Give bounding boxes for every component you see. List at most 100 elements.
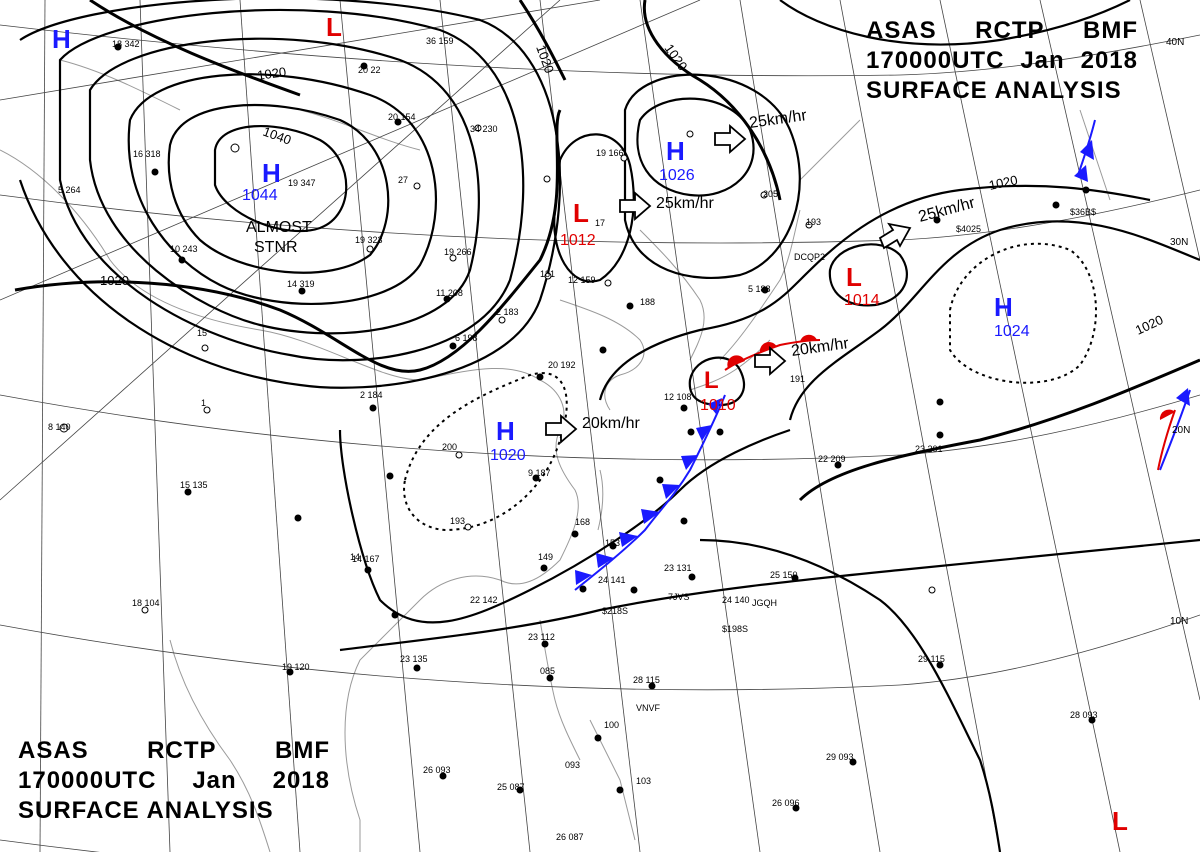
station-number: 20 192 [548, 360, 576, 370]
cold-front-triangle [1176, 388, 1190, 406]
station-number: 17 [595, 218, 605, 228]
isobar-1020-east [798, 358, 1200, 502]
low-pressure-letter: L [846, 262, 862, 292]
high-pressure-value: 1020 [490, 447, 526, 464]
latitude-label-10n: 10N [1170, 616, 1188, 627]
motion-speed-labels: 25km/hr 25km/hr 25km/hr 20km/hr 20km/hr [582, 107, 978, 432]
station-number: 22 142 [470, 595, 498, 605]
title-time: 170000UTC [866, 47, 1005, 74]
isobar-1020-north2 [518, 0, 567, 81]
stationary-note: ALMOST STNR [246, 219, 312, 256]
cold-front-triangle [641, 509, 660, 524]
low-pressure-letter: L [573, 198, 589, 228]
station-number: 19 120 [282, 662, 310, 672]
station-number: 19 323 [355, 235, 383, 245]
title-type-row: SURFACE ANALYSIS [18, 796, 330, 826]
isobar-1010-ring [688, 356, 746, 407]
motion-arrow [545, 414, 578, 444]
stationary-note-line: STNR [254, 239, 298, 256]
station-number: 085 [540, 666, 555, 676]
station-number: 9 187 [528, 468, 551, 478]
warm-front-semicircle [759, 342, 777, 352]
title-block-bottom-left: ASAS RCTP BMF 170000UTC Jan 2018 SURFACE… [18, 736, 330, 826]
title-type: SURFACE ANALYSIS [18, 797, 274, 824]
station-number: 2 184 [360, 390, 383, 400]
isobar-label: 1040 [261, 124, 293, 148]
title-time-row: 170000UTC Jan 2018 [866, 46, 1138, 76]
high-pressure-letter: H [666, 136, 685, 166]
motion-arrow [878, 222, 912, 250]
station-number: 14 319 [287, 279, 315, 289]
station-number: 188 [640, 297, 655, 307]
cold-front-triangle [619, 532, 638, 547]
isobar-1026-inner [636, 97, 755, 197]
station-number: 103 [636, 776, 651, 786]
low-pressure-letter: L [704, 367, 719, 394]
isobar-1044 [213, 125, 348, 233]
isobar-1028 [58, 8, 525, 362]
isobar-label: 1020 [100, 273, 129, 288]
title-station: RCTP [975, 17, 1045, 44]
station-number: 193 [806, 217, 821, 227]
cold-front-triangle [575, 570, 592, 585]
isobar-1024 [18, 0, 562, 389]
isobar-1012-low [553, 133, 635, 283]
station-markers [59, 43, 1096, 812]
low-pressure-letter: L [1112, 806, 1128, 836]
station-number: 6 198 [455, 333, 478, 343]
station-number: 23 201 [915, 444, 943, 454]
warm-front-semicircle [1159, 409, 1175, 420]
weather-codes: DCQP2 $4025 $36B$ 7JVS $218S JGQH $198S … [602, 207, 1096, 713]
high-pressure-letter: H [496, 416, 515, 446]
station-number: 19 166 [596, 148, 624, 158]
station-number: 153 [605, 538, 620, 548]
latitude-label-30n: 30N [1170, 237, 1188, 248]
station-number: 24 141 [598, 575, 626, 585]
isobar-label: 1020 [1133, 312, 1166, 338]
station-number: 12 108 [664, 392, 692, 402]
station-number: 14 167 [352, 554, 380, 564]
isobar-1020-dashed-china [403, 372, 568, 532]
low-pressure-value: 1010 [700, 397, 736, 414]
motion-speed-label: 25km/hr [748, 107, 808, 132]
cold-front-northeast [1074, 119, 1096, 182]
weather-code: JGQH [752, 598, 777, 608]
isobar-1020-upper [642, 0, 782, 201]
latitude-label-20n: 20N [1172, 425, 1190, 436]
high-pressure-value: 1024 [994, 323, 1030, 340]
title-header-row: ASAS RCTP BMF [866, 16, 1138, 46]
cold-front-triangle [1080, 140, 1094, 160]
station-number: 8 140 [48, 422, 71, 432]
title-header-row: ASAS RCTP BMF [18, 736, 330, 766]
station-number: 36 159 [426, 36, 454, 46]
station-numbers: 18 342 36 159 20 22 20 154 34 230 16 318… [48, 36, 1098, 842]
station-number: 20 154 [388, 112, 416, 122]
high-pressure-value: 1044 [242, 187, 278, 204]
motion-speed-label: 20km/hr [790, 335, 850, 360]
station-number: 5 264 [58, 185, 81, 195]
title-month: Jan [192, 767, 237, 794]
station-number: 15 [197, 328, 207, 338]
station-number: 19 347 [288, 178, 316, 188]
station-number: 26 093 [423, 765, 451, 775]
motion-arrow [714, 124, 747, 154]
high-pressure-value: 1026 [659, 167, 695, 184]
warm-front [724, 334, 821, 371]
station-number: 12 159 [568, 275, 596, 285]
isobar-1016-east [598, 184, 1151, 401]
weather-code: $198S [722, 624, 748, 634]
station-number: 28 093 [1070, 710, 1098, 720]
motion-arrow [619, 191, 652, 221]
station-number: 100 [604, 720, 619, 730]
station-number: 34 230 [470, 124, 498, 134]
cold-front-triangle [662, 484, 680, 499]
station-number: 22 209 [818, 454, 846, 464]
station-number: 1 [201, 398, 206, 408]
station-number: 24 140 [722, 595, 750, 605]
isobar-1014-low [828, 243, 908, 307]
isobar-1016-east2 [788, 220, 1200, 421]
motion-speed-label: 25km/hr [656, 195, 714, 212]
station-number: 25 150 [770, 570, 798, 580]
